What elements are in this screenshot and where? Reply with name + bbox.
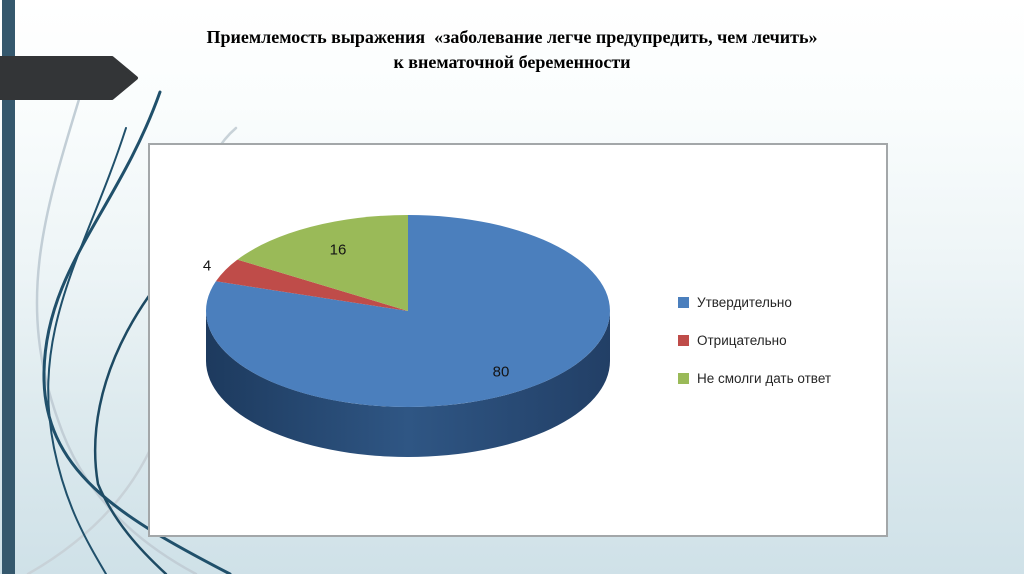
pie-slice-0 xyxy=(205,215,610,408)
chart-legend: Утвердительно Отрицательно Не смолги дать … xyxy=(678,295,831,409)
pie-slice-2 xyxy=(237,215,408,311)
legend-swatch xyxy=(678,334,689,346)
pie-3d-side xyxy=(206,311,610,457)
pie-slice-1 xyxy=(215,259,408,311)
legend-label: Утвердительно xyxy=(697,294,792,310)
legend-swatch xyxy=(678,372,689,384)
legend-label: Отрицательно xyxy=(697,332,787,348)
legend-swatch xyxy=(678,296,689,308)
slide-title: Приемлемость выражения «заболевание легч… xyxy=(206,27,822,72)
legend-item: Утвердительно xyxy=(678,294,831,310)
legend-item: Не смолги дать ответ xyxy=(678,370,832,386)
left-accent-bar xyxy=(2,0,15,574)
swoosh-curve-dark xyxy=(42,90,232,574)
pie-chart xyxy=(205,215,610,457)
accent-arrow-icon xyxy=(0,56,138,100)
legend-item: Отрицательно xyxy=(678,332,831,348)
legend-label: Не смолги дать ответ xyxy=(697,370,832,386)
pie-data-label: 16 xyxy=(329,241,347,259)
pie-data-label: 80 xyxy=(492,363,510,381)
swoosh-curve-light xyxy=(35,94,198,574)
pie-data-label: 4 xyxy=(202,257,212,275)
chart-area: Утвердительно Отрицательно Не смолги дать … xyxy=(148,143,888,537)
pie-slices-group xyxy=(205,215,610,457)
swoosh-curve-dark xyxy=(47,127,127,574)
